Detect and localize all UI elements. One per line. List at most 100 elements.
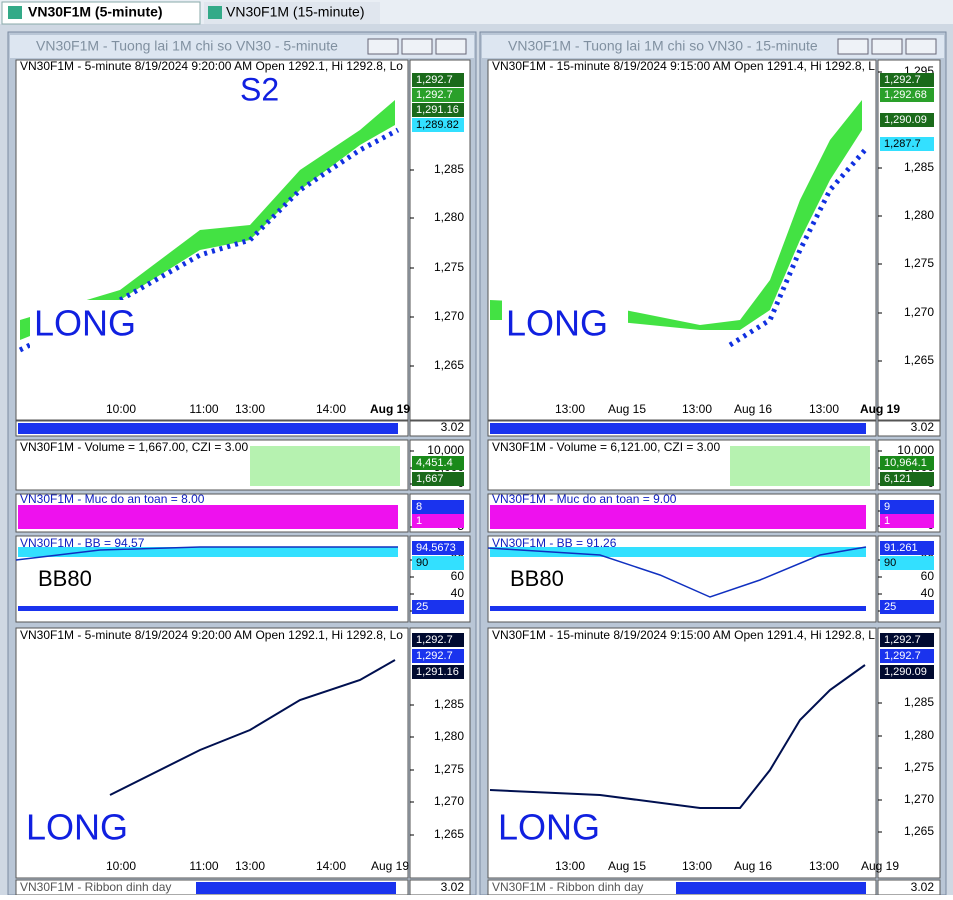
price-label: 8 — [416, 501, 422, 513]
price-label-box — [880, 88, 934, 102]
price-label-box — [412, 649, 464, 663]
overlay-box — [502, 300, 628, 352]
price-label: 1,287.7 — [884, 138, 921, 150]
price-label: 9 — [884, 501, 890, 513]
price-label-box — [412, 514, 464, 528]
y-tick-label: 1,285 — [904, 695, 934, 709]
price-label: 1,292.7 — [884, 74, 921, 86]
pane-header: VN30F1M - Volume = 6,121.00, CZI = 3.00 — [492, 440, 720, 454]
price-label: 1,291.16 — [416, 104, 459, 116]
price-label: 1,292.7 — [884, 634, 921, 646]
window-button[interactable] — [905, 38, 937, 55]
x-tick-label: Aug 19 — [861, 859, 899, 873]
x-tick-label: 10:00 — [106, 402, 136, 416]
price-label-box — [880, 137, 934, 151]
y-tick-label: 10,000 — [897, 443, 934, 457]
price-label-box — [412, 541, 464, 555]
y-tick-label: 1,270 — [434, 794, 464, 808]
x-tick-label: 11:00 — [189, 859, 218, 873]
price-label: 6,121 — [884, 473, 912, 485]
price-label-box — [412, 73, 464, 87]
price-label-box — [412, 600, 464, 614]
x-tick-label: 13:00 — [682, 402, 712, 416]
x-tick-label: 13:00 — [809, 859, 839, 873]
y-tick-label: 1,280 — [434, 729, 464, 743]
window-title: VN30F1M - Tuong lai 1M chi so VN30 - 5-m… — [36, 38, 338, 54]
price-label: 91.261 — [884, 542, 918, 554]
tab-label[interactable]: VN30F1M (5-minute) — [28, 4, 163, 20]
price-label-box — [412, 500, 464, 514]
overlay-box — [30, 300, 156, 352]
y-tick-label: 1,270 — [904, 792, 934, 806]
price-label: 1 — [416, 515, 422, 527]
price-label-box — [880, 472, 934, 486]
title-bar — [482, 35, 944, 58]
price-label-box — [880, 649, 934, 663]
price-label-box — [880, 113, 934, 127]
y-tick-label: 1,285 — [434, 162, 464, 176]
y-tick-label: 1,280 — [904, 728, 934, 742]
price-label-box — [412, 118, 464, 132]
axis-area — [409, 420, 471, 437]
y-tick-label: 1,275 — [904, 256, 934, 270]
price-label-box — [880, 556, 934, 570]
signal-text: LONG — [26, 807, 128, 848]
overlay-box — [24, 806, 150, 852]
pane-header: VN30F1M - Muc do an toan = 9.00 — [492, 492, 677, 506]
tab-label[interactable]: VN30F1M (15-minute) — [226, 4, 365, 20]
tab-icon — [208, 6, 222, 19]
ribbon-bar — [676, 882, 866, 894]
window-button[interactable] — [367, 38, 399, 55]
x-tick-label: 10:00 — [106, 859, 136, 873]
x-tick-label: Aug 16 — [734, 859, 772, 873]
stop-line — [728, 148, 867, 348]
y-tick-label: 1,285 — [904, 160, 934, 174]
price-label: 1,292.7 — [416, 89, 453, 101]
window-button[interactable] — [435, 38, 467, 55]
y-tick-label: 1,265 — [904, 824, 934, 838]
price-label: 25 — [416, 601, 428, 613]
pane-header: VN30F1M - Muc do an toan = 8.00 — [20, 492, 205, 506]
x-tick-label: Aug 15 — [608, 402, 646, 416]
price-label: 1,289.82 — [416, 119, 459, 131]
x-tick-label: 13:00 — [555, 402, 585, 416]
x-tick-label: Aug 15 — [608, 859, 646, 873]
price-label: 1,292.7 — [416, 634, 453, 646]
y-tick-label: 10,000 — [427, 443, 464, 457]
y-tick-label: 1,265 — [434, 358, 464, 372]
x-tick-label: 13:00 — [235, 402, 265, 416]
window-button[interactable] — [871, 38, 903, 55]
tab[interactable] — [1, 1, 201, 25]
y-tick-label: 1,265 — [904, 353, 934, 367]
price-label-box — [412, 665, 464, 679]
price2-line — [109, 659, 396, 796]
bb-base — [18, 606, 398, 611]
price-label: 4,451.4 — [416, 457, 453, 469]
window-title: VN30F1M - Tuong lai 1M chi so VN30 - 15-… — [508, 38, 818, 54]
y-tick-label: 60 — [451, 569, 465, 583]
ribbon-label: 3.02 — [441, 880, 465, 894]
bb-line — [15, 546, 398, 561]
tab[interactable] — [204, 2, 380, 24]
ribbon-bar — [490, 423, 866, 434]
price-label-box — [412, 456, 464, 470]
pane-header: VN30F1M - 5-minute 8/19/2024 9:20:00 AM … — [20, 628, 403, 642]
signal-text: LONG — [498, 807, 600, 848]
bb-line — [487, 546, 867, 598]
signal-text: BB80 — [38, 566, 92, 591]
window-button[interactable] — [401, 38, 433, 55]
price-label-box — [880, 541, 934, 555]
x-tick-label: 14:00 — [316, 402, 346, 416]
price-label: 1 — [884, 515, 890, 527]
price-label-box — [880, 600, 934, 614]
price-label-box — [880, 514, 934, 528]
price-label-box — [412, 88, 464, 102]
window-button[interactable] — [837, 38, 869, 55]
price-label: 1,667 — [416, 473, 444, 485]
x-tick-label: 13:00 — [809, 402, 839, 416]
x-tick-label: Aug 19 — [371, 859, 409, 873]
pane-header: VN30F1M - Ribbon dinh day — [492, 880, 643, 894]
price-label: 1,290.09 — [884, 666, 927, 678]
volume-shade — [250, 446, 400, 486]
